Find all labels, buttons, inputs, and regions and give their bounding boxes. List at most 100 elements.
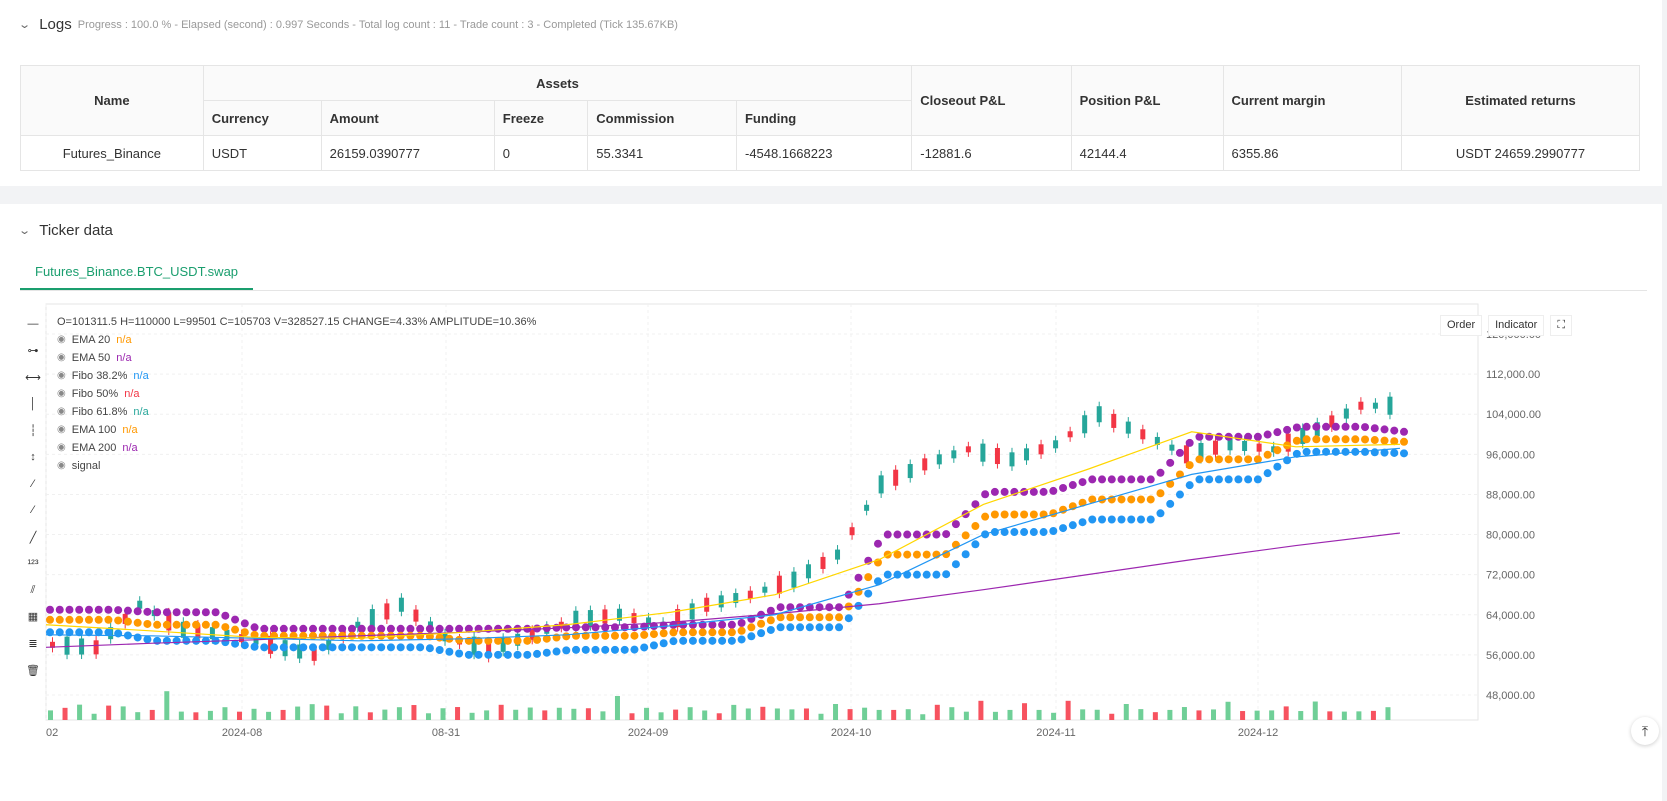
legend-item-signal[interactable]: ◉ signal (57, 457, 536, 475)
logs-header[interactable]: ⌄ Logs Progress : 100.0 % - Elapsed (sec… (18, 16, 678, 33)
fibo-dot (1331, 422, 1340, 431)
fibo-dot (309, 624, 318, 633)
legend-item-ema50[interactable]: ◉ EMA 50 n/a (57, 349, 536, 367)
candle-body (64, 636, 70, 655)
fibo-dot (1117, 495, 1126, 504)
legend-item-fibo50[interactable]: ◉ Fibo 50% n/a (57, 385, 536, 403)
candle-body (209, 627, 215, 640)
extended-line-tool-icon[interactable]: ⟷ (25, 371, 41, 384)
fibo-dot (435, 633, 444, 642)
price-range-tool-icon[interactable]: ¹²³ (27, 557, 39, 570)
legend-item-ema100[interactable]: ◉ EMA 100 n/a (57, 421, 536, 439)
fibo-dot (1156, 468, 1165, 477)
trend-line-tool-icon[interactable]: ⁄ (32, 477, 34, 490)
horizontal-ray-tool-icon[interactable]: ⊶ (27, 345, 39, 358)
eye-icon[interactable]: ◉ (57, 460, 66, 471)
x-tick-label: 2024-09 (628, 727, 668, 739)
chevron-down-icon[interactable]: ⌄ (18, 19, 32, 31)
segment-tool-icon[interactable]: ╱ (29, 531, 37, 544)
fibo-dot (640, 643, 649, 652)
eye-icon[interactable]: ◉ (57, 442, 66, 453)
eye-icon[interactable]: ◉ (57, 424, 66, 435)
fibo-dot (396, 624, 405, 633)
fibo-dot (513, 650, 522, 659)
chart-legend: O=101311.5 H=110000 L=99501 C=105703 V=3… (57, 313, 536, 475)
parallel-channel-tool-icon[interactable]: ⫽ (30, 583, 36, 596)
fibo-dot (1059, 524, 1068, 533)
fibo-dot (601, 623, 610, 632)
candle-body (893, 469, 899, 486)
fibo-dot (75, 605, 84, 614)
horizontal-line-tool-icon[interactable]: — (27, 318, 39, 331)
tab-btc-usdt-swap[interactable]: Futures_Binance.BTC_USDT.swap (20, 254, 254, 290)
fibo-dot (1370, 424, 1379, 433)
fibo-dot (591, 623, 600, 632)
legend-item-ema200[interactable]: ◉ EMA 200 n/a (57, 439, 536, 457)
fibo-dot (347, 624, 356, 633)
eye-icon[interactable]: ◉ (57, 334, 66, 345)
fibo-dot (835, 623, 844, 632)
fibo-dot (435, 645, 444, 654)
fibo-dot (620, 645, 629, 654)
fibo-dot (328, 624, 337, 633)
legend-item-fibo382[interactable]: ◉ Fibo 38.2% n/a (57, 367, 536, 385)
eye-icon[interactable]: ◉ (57, 370, 66, 381)
fibo-dot (1312, 422, 1321, 431)
candle-body (195, 624, 201, 639)
fibo-dot (270, 643, 279, 652)
volume-bar (876, 709, 882, 720)
eye-icon[interactable]: ◉ (57, 406, 66, 417)
fibo-dot (1136, 495, 1145, 504)
fibo-dot (1010, 528, 1019, 537)
x-tick-label: 2024-12 (1238, 727, 1278, 739)
trash-icon[interactable]: 🗑 (26, 664, 40, 677)
vertical-ray-tool-icon[interactable]: ┆ (29, 425, 37, 438)
vertical-line-tool-icon[interactable]: │ (29, 398, 37, 411)
fibo-dot (718, 620, 727, 629)
fibo-dot (698, 636, 707, 645)
legend-item-fibo618[interactable]: ◉ Fibo 61.8% n/a (57, 403, 536, 421)
fibo-dot (1390, 448, 1399, 457)
scroll-top-button[interactable]: ⤒ (1631, 717, 1659, 745)
ticker-header[interactable]: ⌄ Ticker data (18, 222, 113, 239)
fibo-dot (951, 560, 960, 569)
fibo-dot (1117, 475, 1126, 484)
y-tick-label: 72,000.00 (1486, 570, 1535, 582)
vertical-extended-tool-icon[interactable]: ↕ (30, 451, 36, 464)
cell-returns: USDT 24659.2990777 (1400, 135, 1641, 171)
chevron-down-icon[interactable]: ⌄ (18, 225, 32, 237)
fibo-dot (1049, 486, 1058, 495)
volume-bar (1341, 711, 1347, 720)
fibo-dot (318, 624, 327, 633)
fibo-dot (776, 603, 785, 612)
price-chart[interactable]: 120,000.00112,000.00104,000.0096,000.008… (0, 300, 1667, 801)
ray-tool-icon[interactable]: ⁄ (32, 504, 34, 517)
volume-bar (673, 709, 679, 720)
eye-icon[interactable]: ◉ (57, 388, 66, 399)
candle-body (776, 575, 782, 594)
order-button[interactable]: Order (1440, 315, 1483, 336)
volume-bar (1283, 706, 1289, 720)
candle-body (631, 613, 637, 624)
eye-icon[interactable]: ◉ (57, 352, 66, 363)
fibo-dot (494, 636, 503, 645)
fib-retracement-tool-icon[interactable]: ≣ (28, 637, 38, 650)
fibo-dot (201, 608, 210, 617)
fibo-dot (513, 636, 522, 645)
fib-channel-tool-icon[interactable]: ▦ (27, 611, 39, 624)
fibo-dot (114, 629, 123, 638)
indicator-button[interactable]: Indicator (1488, 315, 1545, 336)
fibo-dot (786, 613, 795, 622)
logs-panel: ⌄ Logs Progress : 100.0 % - Elapsed (sec… (0, 0, 1662, 186)
legend-item-ema20[interactable]: ◉ EMA 20 n/a (57, 331, 536, 349)
fibo-dot (1088, 475, 1097, 484)
fibo-dot (221, 611, 230, 620)
fibo-dot (289, 643, 298, 652)
candle-body (398, 597, 404, 612)
volume-bar (135, 712, 141, 720)
fibo-dot (396, 643, 405, 652)
fibo-dot (338, 643, 347, 652)
expand-icon[interactable]: ⛶ (1550, 315, 1573, 336)
fibo-dot (659, 621, 668, 630)
volume-bar (934, 704, 940, 720)
